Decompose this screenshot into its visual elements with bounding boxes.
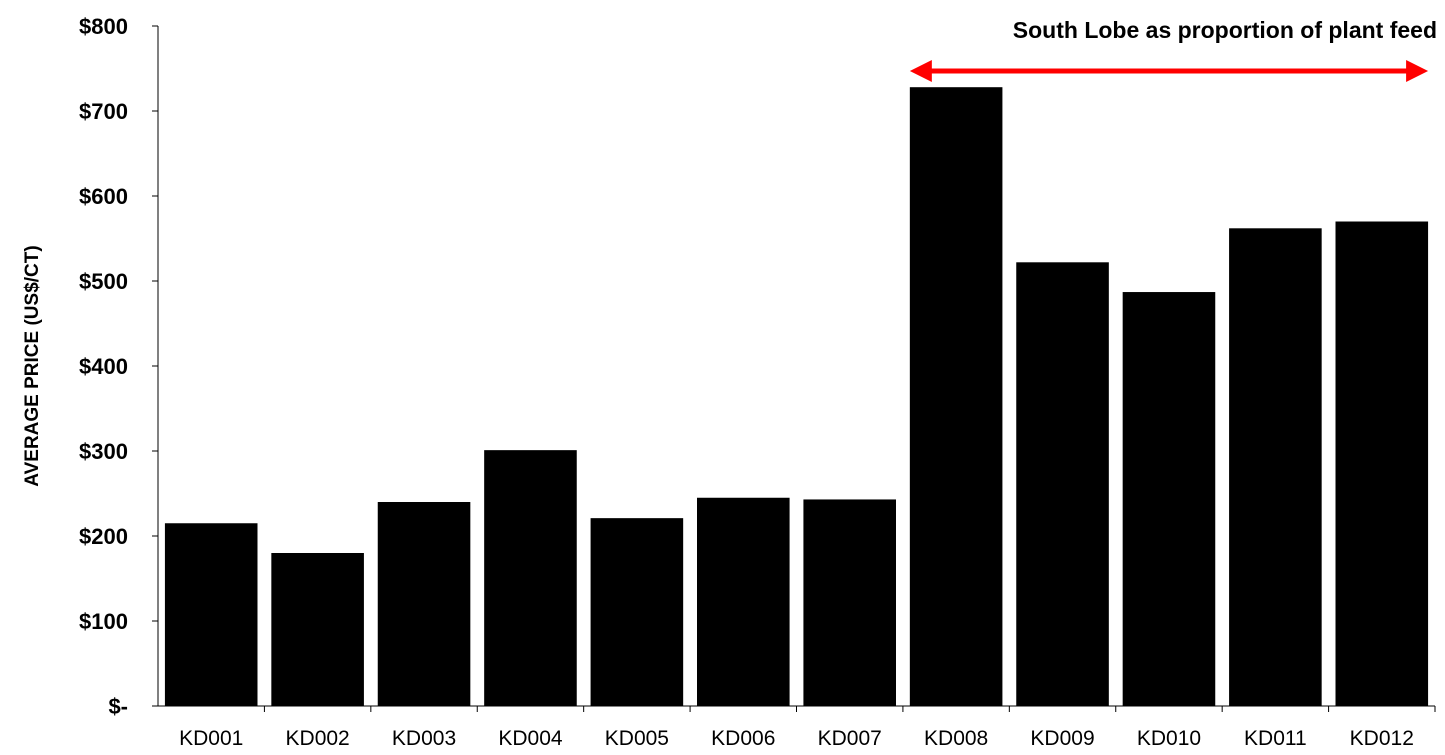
y-tick-label: $200 xyxy=(79,524,128,549)
x-tick-label: KD009 xyxy=(1030,727,1094,750)
y-tick-label: $800 xyxy=(79,14,128,39)
x-tick-label: KD012 xyxy=(1350,727,1414,750)
bar-kd011 xyxy=(1229,228,1322,707)
x-tick-label: KD001 xyxy=(179,727,243,750)
x-tick-label: KD004 xyxy=(498,727,563,750)
x-axis-ticks: KD001 KD002 KD003 KD004 KD005 KD006 KD007 KD008… xyxy=(179,706,1436,750)
bar-kd012 xyxy=(1335,221,1429,706)
y-tick-label: $- xyxy=(108,694,128,719)
bar-kd006 xyxy=(697,497,790,706)
bar-kd005 xyxy=(590,518,684,706)
bar-kd004 xyxy=(484,450,577,706)
y-tick-label: $100 xyxy=(79,609,128,634)
x-tick-label: KD006 xyxy=(711,727,775,750)
bar-kd010 xyxy=(1122,292,1216,706)
y-tick-label: $300 xyxy=(79,439,128,464)
x-tick-label: KD005 xyxy=(605,727,669,750)
y-axis-label: AVERAGE PRICE (US$/CT) xyxy=(22,245,43,486)
bar-kd002 xyxy=(271,553,364,706)
y-tick-label: $700 xyxy=(79,99,128,124)
bar-kd009 xyxy=(1016,262,1109,706)
bars xyxy=(164,87,1429,707)
annotation-text: South Lobe as proportion of plant feed xyxy=(1013,17,1437,43)
y-tick-label: $600 xyxy=(79,184,128,209)
bar-kd007 xyxy=(803,499,896,706)
y-tick-label: $400 xyxy=(79,354,128,379)
x-tick-label: KD008 xyxy=(924,727,988,750)
annotation-arrowhead-right xyxy=(1406,60,1429,82)
annotation-arrowhead-left xyxy=(909,60,932,82)
x-tick-label: KD003 xyxy=(392,727,456,750)
south-lobe-annotation: South Lobe as proportion of plant feed xyxy=(909,17,1437,82)
x-tick-label: KD007 xyxy=(818,727,882,750)
x-tick-label: KD011 xyxy=(1244,727,1307,750)
x-tick-label: KD010 xyxy=(1137,727,1201,750)
x-tick-label: KD002 xyxy=(286,727,350,750)
bar-kd001 xyxy=(164,523,258,706)
y-axis-ticks: $- $100 $200 $300 $400 $500 $600 $700 $800 xyxy=(79,14,158,719)
y-tick-label: $500 xyxy=(79,269,128,294)
bar-kd008 xyxy=(909,87,1003,706)
bar-kd003 xyxy=(377,502,471,706)
